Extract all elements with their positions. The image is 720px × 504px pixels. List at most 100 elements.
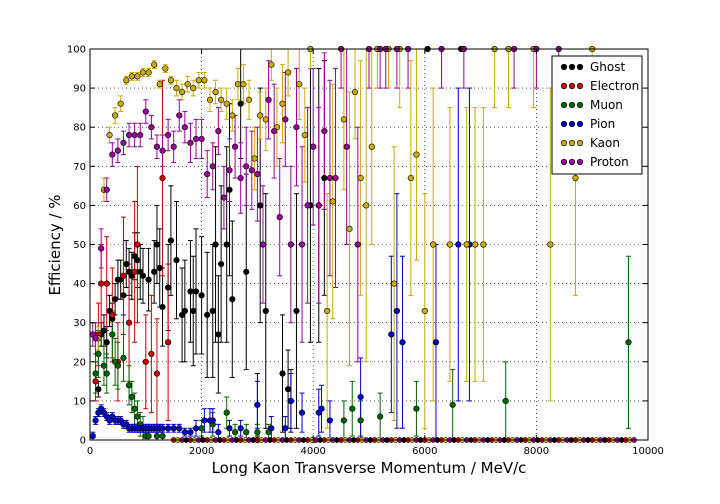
ghost-point — [173, 257, 180, 264]
pion-point — [201, 417, 208, 424]
kaon-point — [167, 77, 175, 84]
kaon-point — [301, 131, 308, 139]
proton-point — [237, 174, 244, 182]
kaon-point — [547, 241, 554, 248]
kaon-point — [430, 241, 437, 248]
ghost-point — [112, 296, 119, 303]
ghost-point — [123, 260, 130, 268]
x-tick-label: 6000 — [412, 446, 437, 457]
y-tick-label: 60 — [73, 201, 86, 212]
kaon-point — [368, 143, 375, 150]
electron-point — [92, 378, 99, 385]
y-tick-label: 80 — [73, 123, 86, 134]
proton-point — [215, 128, 222, 135]
proton-point — [170, 143, 177, 150]
legend-label-ghost: Ghost — [590, 60, 625, 74]
x-tick-label: 8000 — [524, 446, 549, 457]
ghost-point — [156, 264, 163, 272]
proton-point — [92, 335, 99, 342]
pion-point — [209, 417, 216, 424]
kaon-point — [480, 241, 487, 248]
muon-point — [153, 432, 161, 440]
muon-point — [125, 382, 133, 389]
kaon-point — [471, 241, 479, 248]
electron-point — [98, 280, 105, 287]
proton-point — [343, 143, 350, 150]
proton-point — [109, 151, 116, 158]
kaon-point — [212, 88, 219, 96]
ghost-point — [212, 241, 219, 248]
electron-point — [134, 241, 141, 248]
ghost-point — [284, 386, 292, 393]
proton-point — [159, 147, 166, 154]
kaon-point — [421, 307, 428, 315]
proton-point — [165, 131, 172, 139]
proton-point — [98, 245, 105, 252]
ghost-point — [237, 100, 244, 107]
y-tick-label: 100 — [67, 45, 86, 56]
kaon-point — [329, 198, 336, 205]
proton-point — [114, 147, 121, 154]
kaon-point — [284, 69, 292, 76]
pion-point — [237, 425, 244, 432]
proton-point — [192, 135, 200, 143]
proton-point — [231, 143, 239, 150]
ghost-point — [279, 370, 286, 377]
x-axis-title: Long Kaon Transverse Momentum / MeV/c — [212, 459, 527, 477]
kaon-point — [262, 116, 269, 123]
kaon-point — [151, 61, 158, 68]
proton-point — [282, 116, 289, 123]
electron-point — [109, 311, 116, 318]
legend-label-kaon: Kaon — [590, 136, 620, 150]
pion-point — [165, 425, 172, 432]
proton-point — [176, 112, 183, 119]
legend-marker-pion — [576, 120, 584, 128]
pion-point — [388, 331, 395, 338]
ghost-point — [226, 186, 233, 193]
proton-point — [103, 186, 110, 193]
kaon-point — [407, 174, 414, 182]
proton-point — [181, 124, 188, 131]
ghost-point — [139, 272, 147, 279]
x-tick-label: 10000 — [632, 446, 664, 457]
kaon-point — [206, 96, 214, 103]
muon-point — [502, 397, 509, 405]
x-tick-label: 2000 — [189, 446, 214, 457]
legend-marker-proton — [560, 158, 568, 166]
kaon-point — [134, 73, 141, 80]
kaon-point — [463, 241, 470, 248]
legend-marker-electron — [568, 82, 576, 90]
kaon-point — [201, 77, 208, 84]
proton-point — [153, 143, 161, 150]
proton-point — [315, 202, 322, 209]
ghost-point — [192, 288, 200, 295]
muon-point — [243, 429, 250, 436]
muon-point — [120, 354, 127, 361]
muon-point — [100, 362, 108, 369]
y-axis-ticks: 0 10 20 30 40 50 60 70 80 90 100 — [67, 45, 648, 447]
kaon-point — [218, 96, 225, 103]
ghost-point — [257, 202, 264, 209]
pion-point — [399, 339, 406, 346]
electron-point — [159, 174, 166, 182]
kaon-point — [184, 81, 191, 88]
ghost-point — [321, 174, 328, 182]
kaon-point — [106, 131, 113, 139]
pion-point — [215, 429, 222, 436]
legend-marker-muon — [560, 101, 568, 109]
muon-point — [114, 362, 121, 369]
proton-point — [293, 124, 300, 131]
y-tick-label: 70 — [73, 162, 86, 173]
proton-point — [248, 167, 255, 174]
kaon-point — [234, 81, 241, 88]
ghost-point — [293, 307, 300, 315]
ghost-point — [243, 268, 250, 275]
ghost-point — [209, 307, 216, 315]
kaon-point — [178, 88, 186, 96]
ghost-point — [187, 288, 194, 295]
pion-point — [393, 307, 401, 315]
muon-point — [449, 401, 456, 408]
proton-point — [276, 214, 283, 221]
kaon-point — [190, 84, 197, 92]
